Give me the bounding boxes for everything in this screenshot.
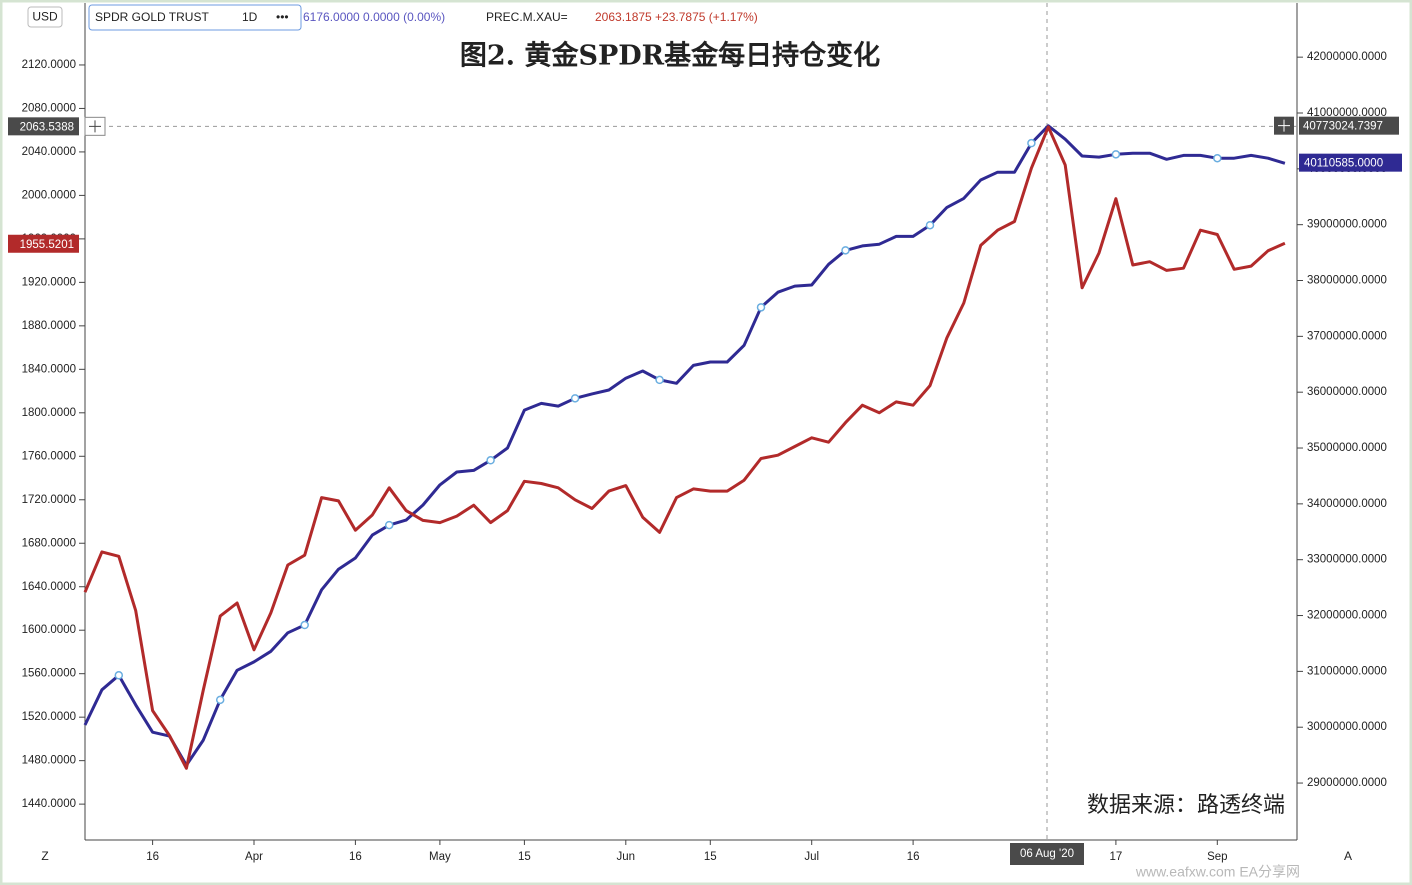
x-tick-label: 15 (518, 851, 531, 863)
series-marker (756, 303, 766, 312)
y-tick-label: 1520.0000 (22, 711, 76, 723)
x-tick-label: 15 (704, 851, 717, 863)
x-tick-label: Apr (245, 851, 263, 863)
crosshair-y-flag (8, 117, 79, 136)
auto-button[interactable]: A (1344, 849, 1352, 863)
y2-tick-label: 33000000.0000 (1307, 554, 1387, 566)
crosshair-y2-label: 40773024.7397 (1303, 121, 1383, 133)
y-tick-label: 1840.0000 (22, 363, 76, 375)
y-tick-label: 2120.0000 (22, 59, 76, 71)
x-tick-label: Jun (617, 851, 636, 863)
y-tick-label: 1800.0000 (22, 407, 76, 419)
y2-tick-label: 29000000.0000 (1307, 777, 1387, 789)
y2-tick-label: 30000000.0000 (1307, 721, 1387, 733)
watermark: www.eafxw.com EA分享网 (1135, 864, 1300, 880)
crosshair-plus-icon (89, 120, 101, 133)
y2-tick-label: 32000000.0000 (1307, 610, 1387, 622)
y-tick-label: 2040.0000 (22, 146, 76, 158)
series-marker (1213, 153, 1222, 163)
compare-quote: 2063.1875 +23.7875 (+1.17%) (595, 10, 758, 24)
currency-button[interactable] (27, 6, 63, 28)
chart-title: 图2. 黄金SPDR基金每日持仓变化 (460, 40, 880, 72)
series-marker (300, 620, 309, 630)
y-tick-label: 1920.0000 (22, 276, 76, 288)
y2-tick-label: 41000000.0000 (1307, 107, 1387, 119)
x-tick-label: 16 (907, 851, 920, 863)
series-marker (925, 220, 935, 230)
y2-tick-label: 34000000.0000 (1307, 498, 1387, 510)
y2-tick-label: 39000000.0000 (1307, 219, 1387, 231)
currency: USD (32, 10, 58, 24)
y2-tick-label: 35000000.0000 (1307, 442, 1387, 454)
last-value-flag (8, 234, 79, 253)
menu[interactable]: ••• (276, 10, 289, 24)
zoom-button[interactable]: Z (41, 849, 48, 863)
y2-tick-label: 37000000.0000 (1307, 330, 1387, 342)
y-tick-label: 1600.0000 (22, 624, 76, 636)
y2-tick-label: 36000000.0000 (1307, 386, 1387, 398)
series-line (83, 124, 1286, 767)
y-tick-label: 1680.0000 (22, 537, 76, 549)
series-marker (655, 375, 664, 385)
y-tick-label: 1480.0000 (22, 755, 76, 767)
crosshair-x-flag (1010, 843, 1084, 865)
crosshair-y2-flag (1299, 116, 1399, 135)
y-tick-label: 1760.0000 (22, 450, 76, 462)
x-tick-label: Jul (804, 851, 819, 863)
y-tick-label: 1640.0000 (22, 581, 76, 593)
series-marker (215, 695, 225, 705)
crosshair-x-label: 06 Aug '20 (1020, 848, 1074, 860)
crosshair-plus-icon (1278, 119, 1290, 132)
last-value-label: 1955.5201 (20, 239, 74, 251)
symbol: SPDR GOLD TRUST (95, 10, 209, 24)
symbol-box[interactable] (88, 4, 302, 31)
last-value-flag (1299, 153, 1402, 172)
y-tick-label: 2000.0000 (22, 189, 76, 201)
y-tick-label: 1440.0000 (22, 798, 76, 810)
series-marker (1111, 150, 1121, 159)
y-tick-label: 2080.0000 (22, 102, 76, 114)
series-marker (841, 246, 850, 255)
y2-tick-label: 38000000.0000 (1307, 275, 1387, 287)
y-tick-label: 1880.0000 (22, 320, 76, 332)
series-marker (114, 671, 124, 680)
series-marker (570, 394, 580, 403)
x-tick-label: Sep (1207, 851, 1227, 863)
x-tick-label: 16 (146, 851, 159, 863)
x-tick-label: 17 (1110, 851, 1123, 863)
symbol-quote: 6176.0000 0.0000 (0.00%) (303, 10, 445, 24)
y-tick-label: 1560.0000 (22, 668, 76, 680)
last-value-label: 40110585.0000 (1304, 158, 1383, 170)
y-tick-label: 1720.0000 (22, 494, 76, 506)
y2-tick-label: 42000000.0000 (1307, 51, 1387, 63)
interval: 1D (242, 10, 258, 24)
x-tick-label: May (429, 851, 451, 863)
series-marker (1027, 138, 1036, 148)
series-line (83, 125, 1286, 770)
y2-tick-label: 31000000.0000 (1307, 665, 1387, 677)
crosshair-y-label: 2063.5388 (20, 121, 74, 133)
x-tick-label: 16 (349, 851, 362, 863)
series-marker (486, 456, 495, 465)
source-note: 数据来源：路透终端 (1087, 792, 1285, 817)
compare-symbol: PREC.M.XAU= (486, 10, 568, 24)
series-marker (384, 520, 394, 530)
